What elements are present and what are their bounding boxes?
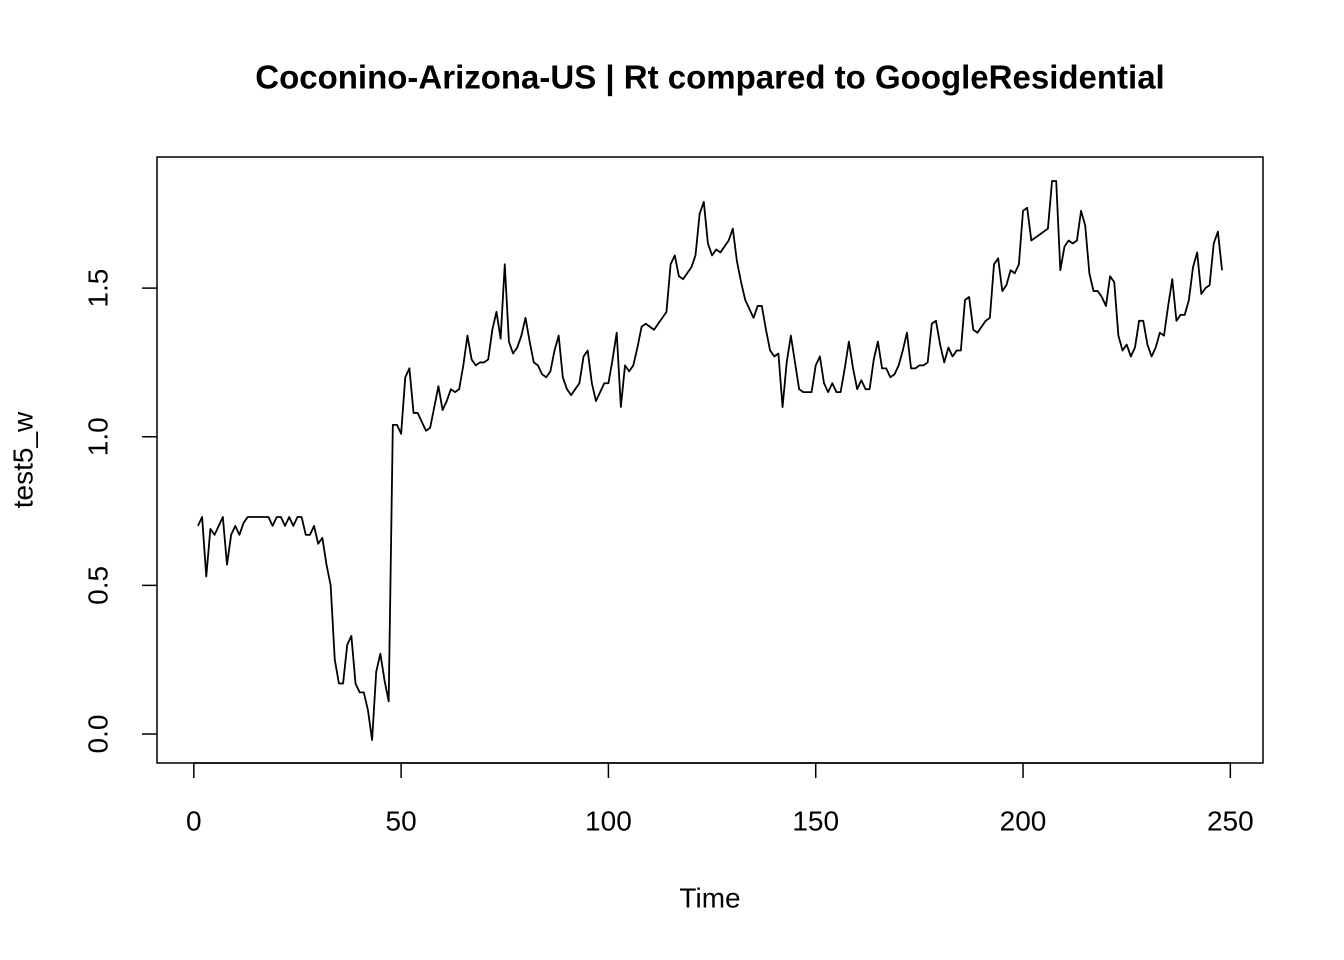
y-tick-label: 1.5 <box>82 269 113 308</box>
series-line <box>197 180 1223 741</box>
x-tick-label: 50 <box>386 805 417 836</box>
y-tick-label: 1.0 <box>82 417 113 456</box>
x-axis-label: Time <box>679 882 740 913</box>
x-tick-label: 250 <box>1207 805 1254 836</box>
x-tick-label: 100 <box>585 805 632 836</box>
chart-title: Coconino-Arizona-US | Rt compared to Goo… <box>255 59 1164 96</box>
y-axis-label: test5_w <box>7 411 38 508</box>
y-tick-label: 0.5 <box>82 566 113 605</box>
x-tick-label: 0 <box>186 805 202 836</box>
x-tick-label: 150 <box>792 805 839 836</box>
x-tick-label: 200 <box>1000 805 1047 836</box>
y-tick-label: 0.0 <box>82 715 113 754</box>
